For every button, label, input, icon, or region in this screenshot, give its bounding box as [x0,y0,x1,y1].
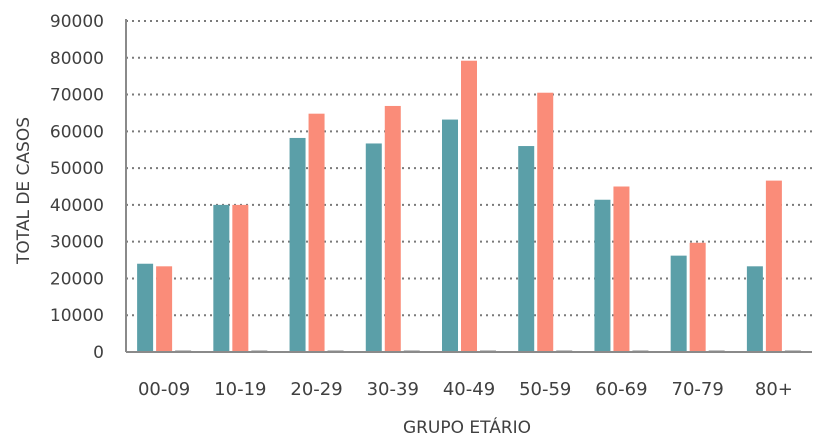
y-tick-label: 60000 [50,122,104,142]
y-tick-label: 30000 [50,233,104,253]
x-tick-label: 00-09 [138,379,190,400]
y-tick-label: 10000 [50,306,104,326]
x-tick-label: 60-69 [595,379,647,400]
x-tick-label: 40-49 [443,379,495,400]
bar-s2-70-79 [689,242,706,352]
x-tick-label: 80+ [755,379,793,400]
bar-s2-50-59 [537,92,554,352]
y-tick-label: 50000 [50,159,104,179]
y-tick-label: 80000 [50,49,104,69]
x-tick-label: 10-19 [214,379,266,400]
bar-s1-70-79 [670,255,687,352]
bar-s1-10-19 [213,204,230,352]
x-tick-label: 20-29 [290,379,342,400]
x-tick-label: 50-59 [519,379,571,400]
bar-s1-50-59 [518,146,535,352]
bar-s1-20-29 [289,137,306,352]
bar-s2-80+ [765,180,782,352]
bars [137,60,801,353]
y-tick-label: 20000 [50,269,104,289]
bar-s1-60-69 [594,199,611,352]
x-tick-label: 70-79 [672,379,724,400]
x-axis-title: GRUPO ETÁRIO [403,416,531,438]
bar-s2-10-19 [232,204,249,352]
bar-s2-20-29 [308,113,325,353]
bar-s2-40-49 [461,60,477,352]
y-tick-label: 0 [93,343,104,363]
bar-s1-30-39 [365,143,382,352]
bar-s2-60-69 [613,186,630,352]
bar-s2-30-39 [384,105,401,352]
y-tick-label: 70000 [50,86,104,106]
x-tick-label: 30-39 [367,379,419,400]
bar-s2-00-09 [156,266,173,352]
y-tick-label: 90000 [50,12,104,32]
x-axis-ticks: 00-09 10-19 20-29 30-39 40-49 50-59 60-69 70-79… [138,379,793,400]
bar-s1-40-49 [442,119,458,352]
y-axis-title: TOTAL DE CASOS [14,117,34,265]
y-tick-label: 40000 [50,196,104,216]
bar-s1-80+ [746,266,763,352]
bar-s1-00-09 [137,263,154,352]
y-axis-ticks: 0 10000 20000 30000 40000 50000 60000 70000 8000… [50,12,104,363]
